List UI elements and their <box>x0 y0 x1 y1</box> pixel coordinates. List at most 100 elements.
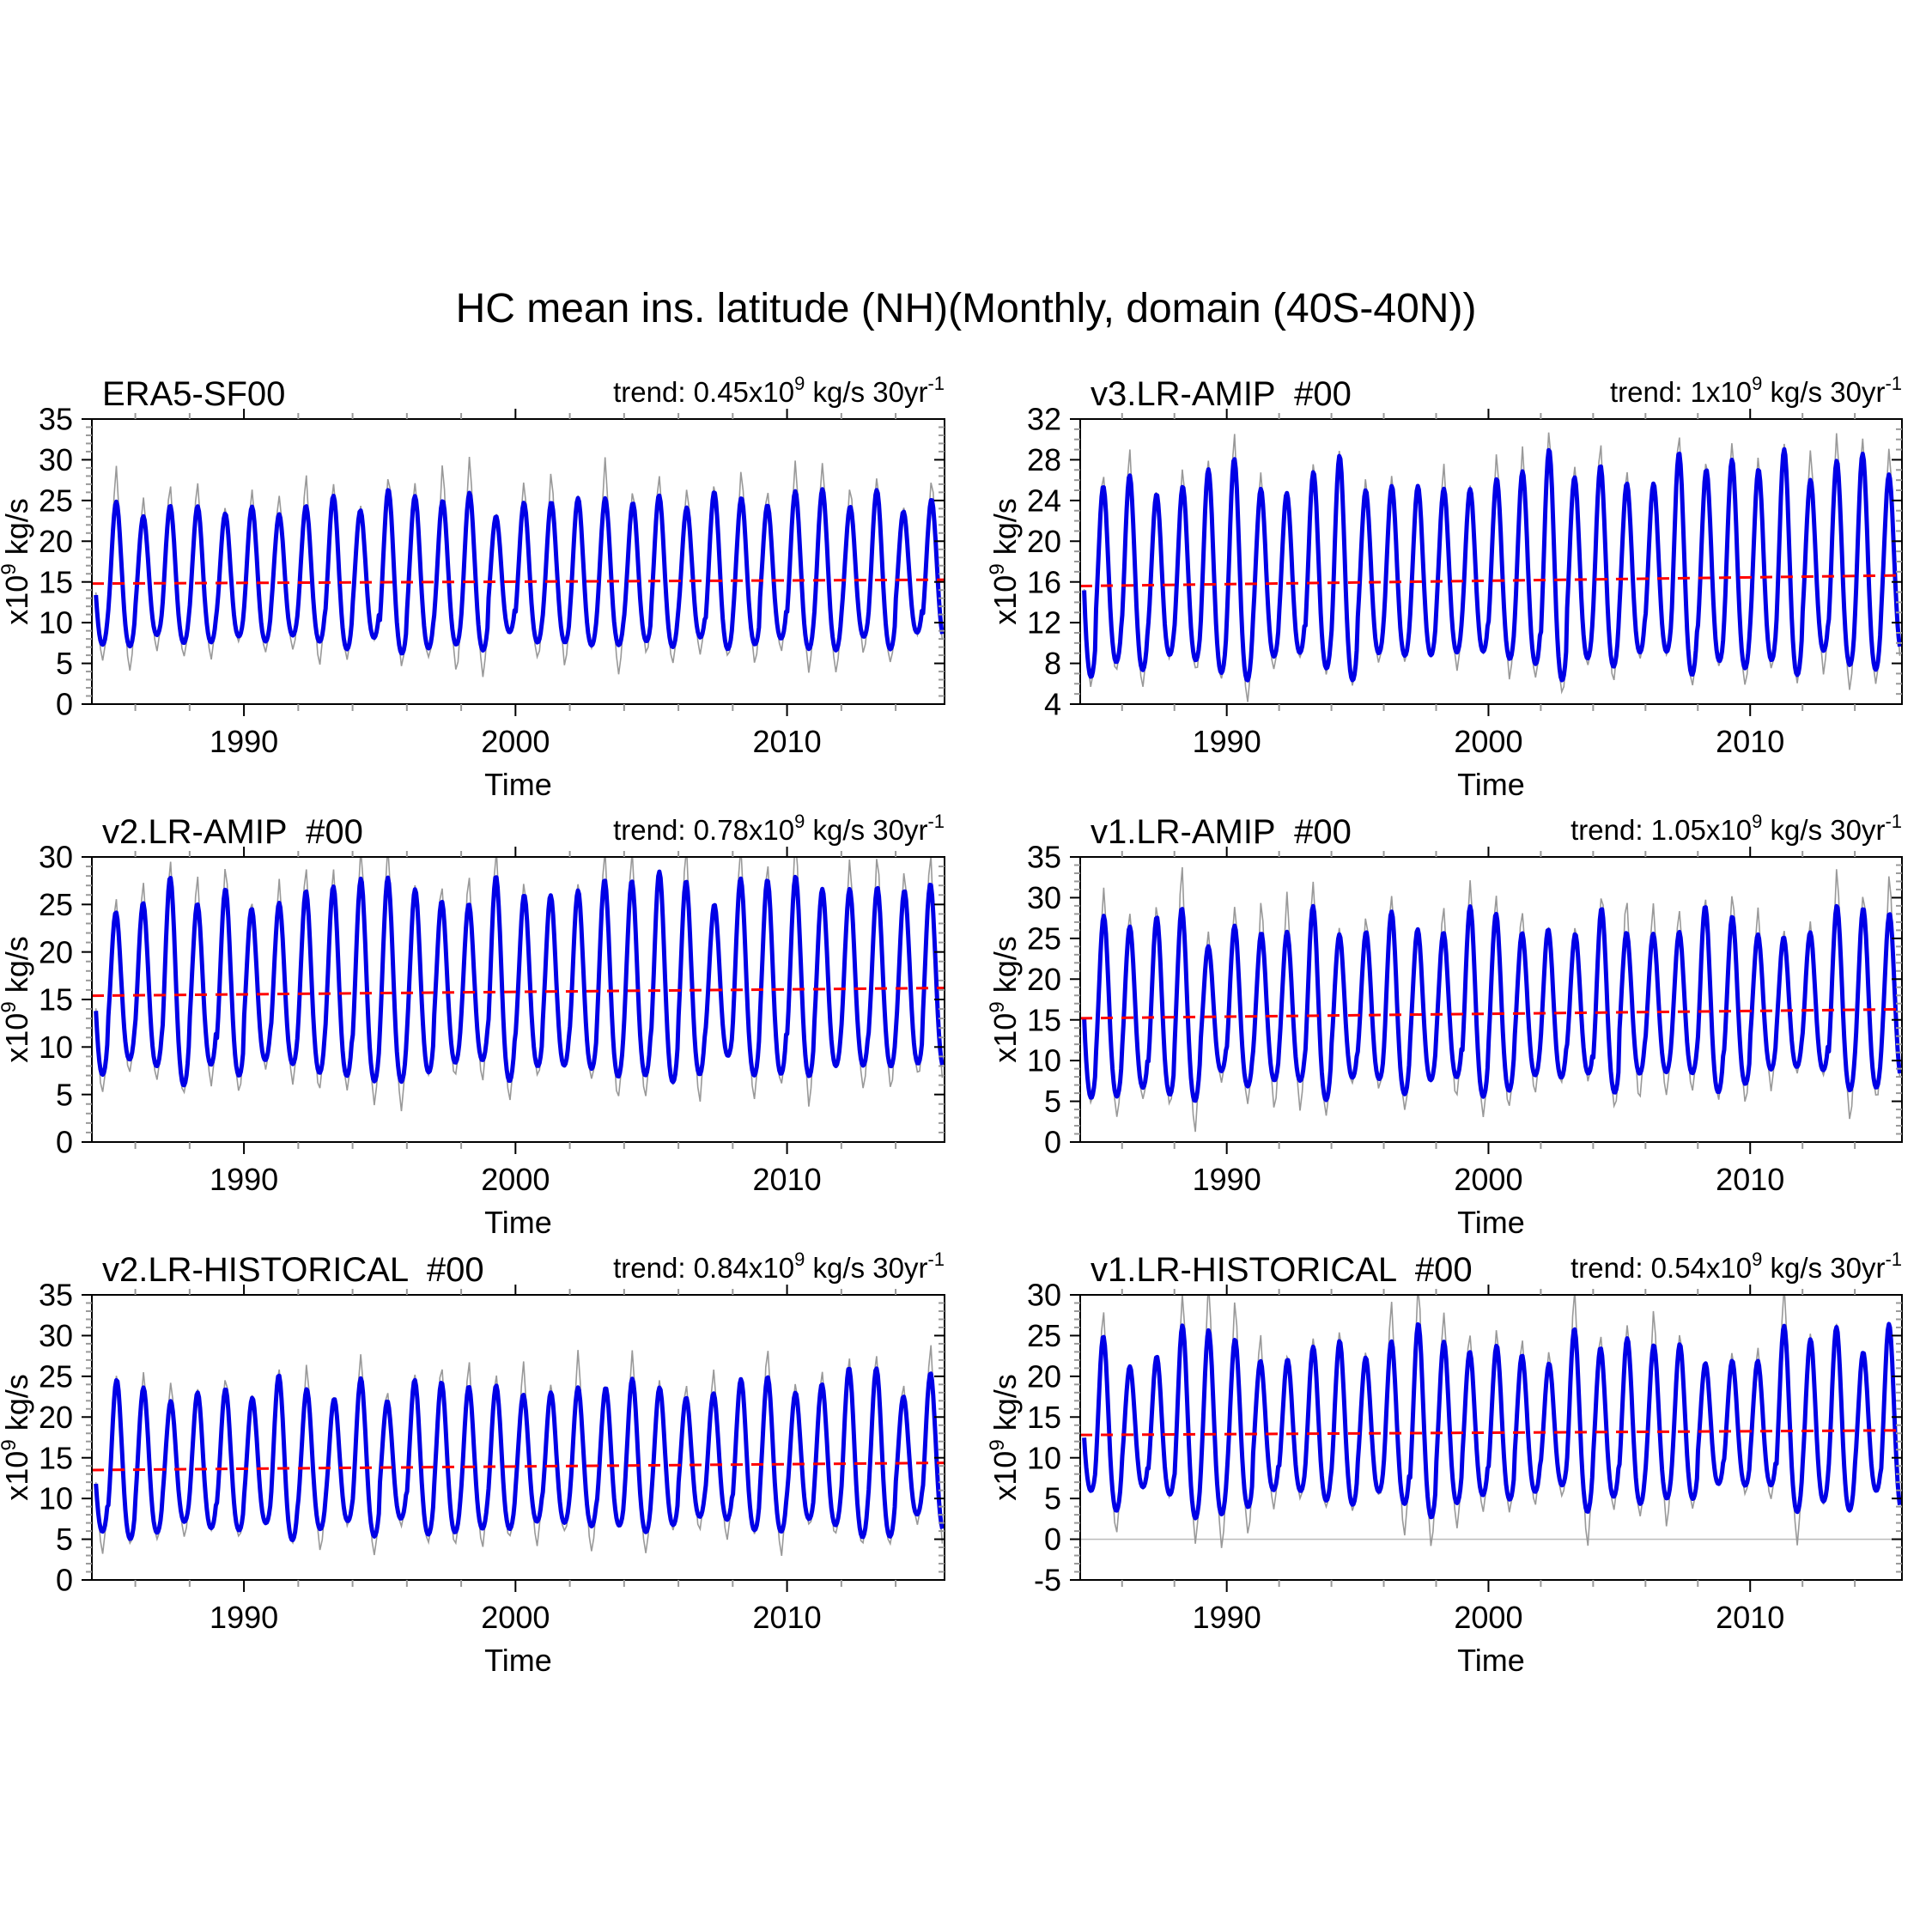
figure-title: HC mean ins. latitude (NH)(Monthly, doma… <box>455 286 1477 331</box>
y-tick-label: 20 <box>39 524 73 559</box>
axis-ticks <box>82 1285 945 1592</box>
y-tick-label: 5 <box>56 646 73 681</box>
panel-title: v1.LR-AMIP #00 <box>1091 813 1352 851</box>
x-axis-title: Time <box>484 1205 552 1240</box>
y-tick-label: 10 <box>39 1481 73 1516</box>
y-tick-label: 28 <box>1027 442 1061 477</box>
y-tick-label: 20 <box>1027 962 1061 997</box>
x-axis-title: Time <box>484 767 552 802</box>
y-tick-label: 5 <box>56 1077 73 1112</box>
y-axis-title: x109 kg/s <box>0 1374 34 1500</box>
y-tick-label: -5 <box>1034 1563 1061 1598</box>
axis-labels: -5 0 5 10 15 20 25 30 1990 2000 2010 Time x109 kg/s <box>986 1278 1784 1678</box>
smoothed-series-line <box>94 869 945 1088</box>
y-tick-label: 25 <box>1027 1318 1061 1353</box>
panel-title: ERA5-SF00 <box>102 375 285 413</box>
y-tick-label: 4 <box>1044 687 1061 722</box>
y-tick-label: 25 <box>39 483 73 518</box>
plot-region <box>92 456 945 677</box>
y-tick-label: 5 <box>1044 1481 1061 1516</box>
y-tick-label: 10 <box>39 605 73 641</box>
axis-ticks <box>82 847 945 1154</box>
y-tick-label: 16 <box>1027 564 1061 599</box>
y-tick-label: 25 <box>1027 920 1061 956</box>
x-tick-label: 2000 <box>481 1600 550 1635</box>
y-tick-label: 15 <box>39 564 73 599</box>
y-tick-label: 15 <box>1027 1002 1061 1037</box>
x-tick-label: 2010 <box>1716 1600 1784 1635</box>
y-tick-label: 0 <box>56 1563 73 1598</box>
panel-v2lr-amip-00: v2.LR-AMIP #00 trend: 0.78x109 kg/s 30yr-… <box>0 811 945 1240</box>
x-tick-label: 1990 <box>1193 724 1261 759</box>
panel-v2lr-historical-00: v2.LR-HISTORICAL #00 trend: 0.84x109 kg/s… <box>0 1249 945 1678</box>
y-tick-label: 15 <box>39 1440 73 1475</box>
trend-line <box>92 578 945 586</box>
y-tick-label: 10 <box>1027 1440 1061 1475</box>
x-axis-title: Time <box>1457 1205 1525 1240</box>
x-tick-label: 1990 <box>1193 1600 1261 1635</box>
y-tick-label: 35 <box>39 1278 73 1313</box>
x-axis-title: Time <box>1457 767 1525 802</box>
axis-labels: 0 5 10 15 20 25 30 35 1990 2000 2010 Time x109 kg/s <box>0 1278 822 1678</box>
y-tick-label: 35 <box>1027 840 1061 875</box>
y-tick-label: 20 <box>1027 1358 1061 1394</box>
y-tick-label: 0 <box>1044 1125 1061 1160</box>
x-tick-label: 1990 <box>1193 1162 1261 1197</box>
trend-line <box>1080 1429 1902 1437</box>
plot-region <box>1080 1295 1902 1548</box>
x-axis-title: Time <box>484 1643 552 1678</box>
axis-frame <box>1079 1294 1903 1581</box>
trend-line <box>1080 1007 1902 1020</box>
x-tick-label: 2010 <box>753 1600 822 1635</box>
smoothed-series-line <box>1082 903 1902 1103</box>
panel-v3lr-amip-00: v3.LR-AMIP #00 trend: 1x109 kg/s 30yr-1 4 8… <box>986 373 1903 802</box>
panel-v1lr-historical-00: v1.LR-HISTORICAL #00 trend: 0.54x109 kg/s… <box>986 1249 1903 1678</box>
trend-annotation: trend: 1.05x109 kg/s 30yr-1 <box>1571 811 1902 846</box>
axis-ticks <box>1070 1285 1902 1592</box>
smoothed-series-line <box>94 1366 945 1542</box>
trend-annotation: trend: 0.54x109 kg/s 30yr-1 <box>1571 1249 1902 1284</box>
trend-annotation: trend: 0.78x109 kg/s 30yr-1 <box>613 811 945 846</box>
y-tick-label: 30 <box>1027 880 1061 915</box>
axis-ticks <box>1070 409 1902 716</box>
y-tick-label: 32 <box>1027 402 1061 437</box>
trend-line <box>92 987 945 998</box>
panel-title: v2.LR-AMIP #00 <box>102 813 363 851</box>
trend-line <box>92 1461 945 1472</box>
panel-title: v2.LR-HISTORICAL #00 <box>102 1251 484 1289</box>
y-tick-label: 24 <box>1027 483 1061 518</box>
y-tick-label: 0 <box>56 687 73 722</box>
x-tick-label: 2000 <box>1454 1600 1522 1635</box>
smoothed-series-line <box>1082 1321 1902 1521</box>
y-tick-label: 15 <box>39 982 73 1018</box>
axis-labels: 0 5 10 15 20 25 30 35 1990 2000 2010 Time x109 kg/s <box>0 402 822 802</box>
panel-v1lr-amip-00: v1.LR-AMIP #00 trend: 1.05x109 kg/s 30yr-… <box>986 811 1903 1240</box>
y-tick-label: 5 <box>56 1522 73 1557</box>
plot-region <box>92 1345 945 1557</box>
plot-region <box>1080 866 1902 1133</box>
x-tick-label: 2000 <box>481 1162 550 1197</box>
y-tick-label: 35 <box>39 402 73 437</box>
x-tick-label: 2000 <box>1454 724 1522 759</box>
y-tick-label: 30 <box>39 840 73 875</box>
x-axis-title: Time <box>1457 1643 1525 1678</box>
y-tick-label: 8 <box>1044 646 1061 681</box>
y-axis-title: x109 kg/s <box>0 936 34 1062</box>
x-tick-label: 2010 <box>1716 1162 1784 1197</box>
y-tick-label: 30 <box>39 1318 73 1353</box>
plot-region <box>92 857 945 1112</box>
smoothed-series-line <box>1082 447 1902 683</box>
y-tick-label: 20 <box>39 934 73 969</box>
y-axis-title: x109 kg/s <box>0 498 34 624</box>
y-tick-label: 0 <box>56 1125 73 1160</box>
y-tick-label: 10 <box>39 1030 73 1065</box>
axis-labels: 0 5 10 15 20 25 30 35 1990 2000 2010 Time x109 kg/s <box>986 840 1784 1240</box>
axis-ticks <box>82 409 945 716</box>
smoothed-series-line <box>94 487 945 656</box>
y-tick-label: 10 <box>1027 1043 1061 1078</box>
y-tick-label: 12 <box>1027 605 1061 641</box>
x-tick-label: 2010 <box>753 724 822 759</box>
axis-labels: 4 8 12 16 20 24 28 32 1990 2000 2010 Time x109 kg/s <box>986 402 1784 802</box>
